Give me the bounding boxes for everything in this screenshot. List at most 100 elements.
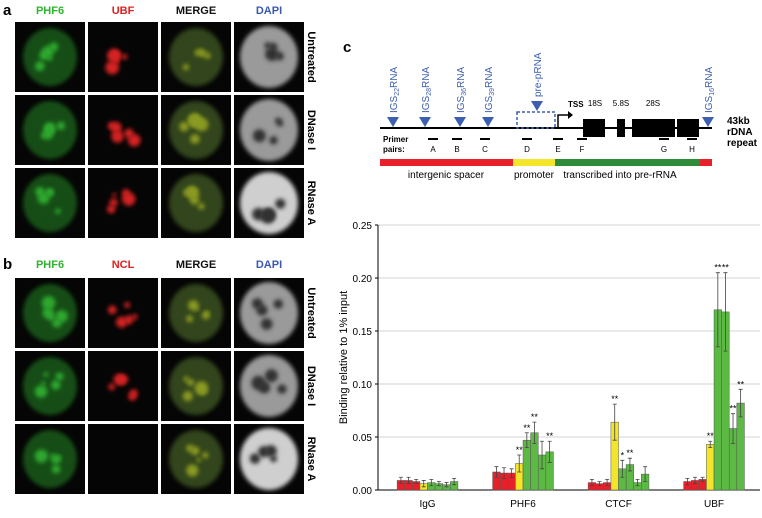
nucleoplasm bbox=[169, 28, 223, 86]
promoter-box bbox=[516, 111, 556, 129]
nucleus bbox=[240, 172, 298, 234]
error-bar bbox=[620, 459, 625, 478]
spot bbox=[45, 125, 53, 132]
spot bbox=[47, 312, 56, 321]
spot bbox=[196, 457, 202, 463]
y-axis-label: Binding relative to 1% input bbox=[338, 291, 350, 424]
spot bbox=[37, 192, 50, 205]
error-bar bbox=[532, 421, 537, 444]
error-bar bbox=[738, 388, 743, 418]
spot bbox=[186, 315, 194, 323]
nucleolus bbox=[265, 445, 277, 457]
error-bar bbox=[547, 440, 552, 463]
error-bar bbox=[517, 454, 522, 473]
x-tick-label: PHF6 bbox=[510, 499, 536, 510]
rna-marker bbox=[482, 117, 494, 127]
error-bar bbox=[693, 476, 698, 485]
repeat-label: rDNA bbox=[727, 127, 753, 138]
spot bbox=[50, 453, 56, 459]
spot bbox=[41, 381, 46, 386]
rna-label-sub: 28 bbox=[426, 88, 433, 96]
rna-label: IGS16RNA bbox=[704, 67, 716, 113]
error-bar bbox=[612, 403, 617, 441]
micrograph bbox=[88, 22, 158, 92]
rna-label-prefix: IGS bbox=[484, 95, 495, 113]
rna-label-suffix: RNA bbox=[704, 67, 715, 88]
nucleolus bbox=[273, 299, 283, 309]
rna-marker bbox=[702, 117, 714, 127]
rna-label-prefix: IGS bbox=[456, 95, 467, 113]
micrograph bbox=[161, 424, 231, 494]
tss-head bbox=[568, 111, 573, 119]
column-header: MERGE bbox=[176, 5, 216, 17]
panel-label: a bbox=[3, 2, 12, 19]
spot bbox=[51, 464, 61, 474]
nucleus bbox=[240, 428, 298, 490]
spot bbox=[124, 128, 134, 139]
micrograph bbox=[15, 278, 85, 348]
y-tick-label: 0.00 bbox=[353, 486, 373, 497]
tss-arrow bbox=[557, 114, 568, 128]
micrograph bbox=[161, 95, 231, 165]
micrograph bbox=[161, 351, 231, 421]
error-bar bbox=[436, 481, 441, 487]
rna-label-sub: 39 bbox=[489, 88, 496, 96]
region-bar bbox=[555, 159, 700, 166]
spot bbox=[34, 449, 49, 463]
spot bbox=[106, 204, 116, 214]
spot bbox=[111, 130, 124, 143]
nucleolus bbox=[277, 384, 287, 394]
rna-label-suffix: RNA bbox=[389, 67, 400, 88]
spot bbox=[41, 295, 56, 310]
spot bbox=[132, 314, 138, 320]
rna-marker bbox=[387, 117, 399, 127]
error-bar bbox=[708, 440, 713, 448]
spot bbox=[51, 380, 61, 390]
micrograph-bg bbox=[88, 95, 158, 165]
spot bbox=[183, 376, 189, 382]
micrograph-bg bbox=[88, 278, 158, 348]
spot bbox=[110, 50, 121, 60]
nucleolus bbox=[265, 47, 279, 62]
nucleolus bbox=[275, 117, 282, 124]
spot bbox=[56, 455, 62, 461]
primer-label: B bbox=[454, 145, 459, 154]
x-tick-label: IgG bbox=[419, 499, 435, 510]
column-header: PHF6 bbox=[36, 259, 64, 271]
spot bbox=[107, 305, 117, 315]
error-bar bbox=[502, 467, 507, 479]
primer-label: C bbox=[482, 145, 488, 154]
bar bbox=[706, 444, 715, 491]
column-header: DAPI bbox=[256, 5, 282, 17]
repeat-label: 43kb bbox=[727, 116, 750, 127]
region-label: promoter bbox=[514, 170, 555, 181]
exon bbox=[617, 119, 625, 137]
rna-label-prefix: IGS bbox=[389, 95, 400, 113]
nucleolus bbox=[270, 455, 277, 463]
row-label: Untreated bbox=[305, 287, 317, 338]
significance: ** bbox=[737, 379, 745, 389]
y-tick-label: 0.10 bbox=[353, 380, 373, 391]
rna-marker bbox=[454, 117, 466, 127]
region-label: intergenic spacer bbox=[408, 170, 485, 181]
error-bar bbox=[635, 479, 640, 487]
spot bbox=[109, 198, 118, 207]
row-label: RNase A bbox=[305, 181, 317, 226]
exon bbox=[583, 119, 605, 137]
column-header: UBF bbox=[112, 5, 135, 17]
rna-marker bbox=[419, 117, 431, 127]
error-bar bbox=[452, 477, 457, 486]
nucleus bbox=[240, 99, 298, 161]
micrograph bbox=[88, 424, 158, 494]
significance: ** bbox=[722, 263, 730, 273]
nucleolus bbox=[260, 208, 276, 224]
error-bar bbox=[406, 476, 411, 485]
x-tick-label: UBF bbox=[704, 499, 724, 510]
spot bbox=[122, 192, 136, 206]
rna-label-prefix: IGS bbox=[704, 95, 715, 113]
column-header: MERGE bbox=[176, 259, 216, 271]
spot bbox=[182, 390, 193, 402]
rna-label-prefix: IGS bbox=[421, 95, 432, 113]
spot bbox=[43, 372, 49, 377]
micrograph bbox=[88, 351, 158, 421]
